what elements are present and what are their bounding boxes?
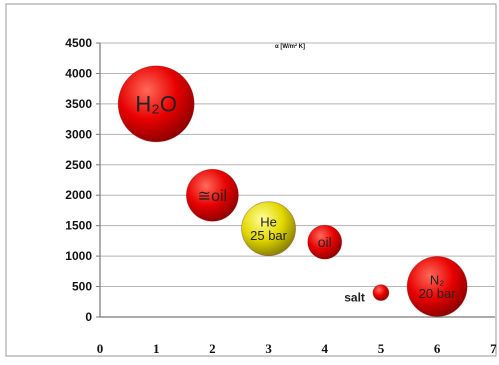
bubble-label: H₂O: [135, 92, 177, 117]
y-tick-label: 4000: [65, 66, 92, 80]
y-tick-label: 500: [72, 280, 92, 294]
bubble: [185, 168, 239, 222]
x-tick-label: 2: [209, 341, 216, 356]
bubble: [406, 256, 468, 317]
bubble: [307, 224, 343, 260]
bubble: [241, 201, 296, 257]
bubble-label: oil: [318, 234, 332, 250]
bubbles: H₂O ≅oil He 25 bar oil salt N₂ 20 bar: [117, 65, 468, 317]
y-tick-label: 2500: [65, 158, 92, 172]
bubble-label: N₂ 20 bar: [419, 272, 457, 301]
x-tick-label: 3: [265, 341, 272, 356]
x-tick-label: 0: [97, 341, 104, 356]
bubble-label: ≅oil: [198, 188, 227, 205]
axes: 0 500 1000 1500 2000 2500 3000 3500 4000 4500 0 1 2 3…: [65, 36, 497, 356]
y-tick-label: 3500: [65, 97, 92, 111]
x-tick-label: 7: [490, 341, 497, 356]
y-tick-label: 4500: [65, 36, 92, 50]
chart-title: α [W/m² K]: [275, 43, 305, 50]
y-tick-label: 3000: [65, 127, 92, 141]
x-tick-label: 4: [322, 341, 329, 356]
x-tick-label: 1: [153, 341, 160, 356]
y-tick-label: 1500: [65, 219, 92, 233]
bubble-label: salt: [344, 291, 365, 305]
y-tick-label: 1000: [65, 249, 92, 263]
bubble: [372, 284, 390, 302]
y-tick-label: 0: [85, 310, 92, 324]
bubble-label: He 25 bar: [250, 214, 288, 243]
y-tick-label: 2000: [65, 188, 92, 202]
bubble: [117, 65, 195, 143]
x-tick-label: 6: [434, 341, 441, 356]
x-tick-label: 5: [378, 341, 385, 356]
